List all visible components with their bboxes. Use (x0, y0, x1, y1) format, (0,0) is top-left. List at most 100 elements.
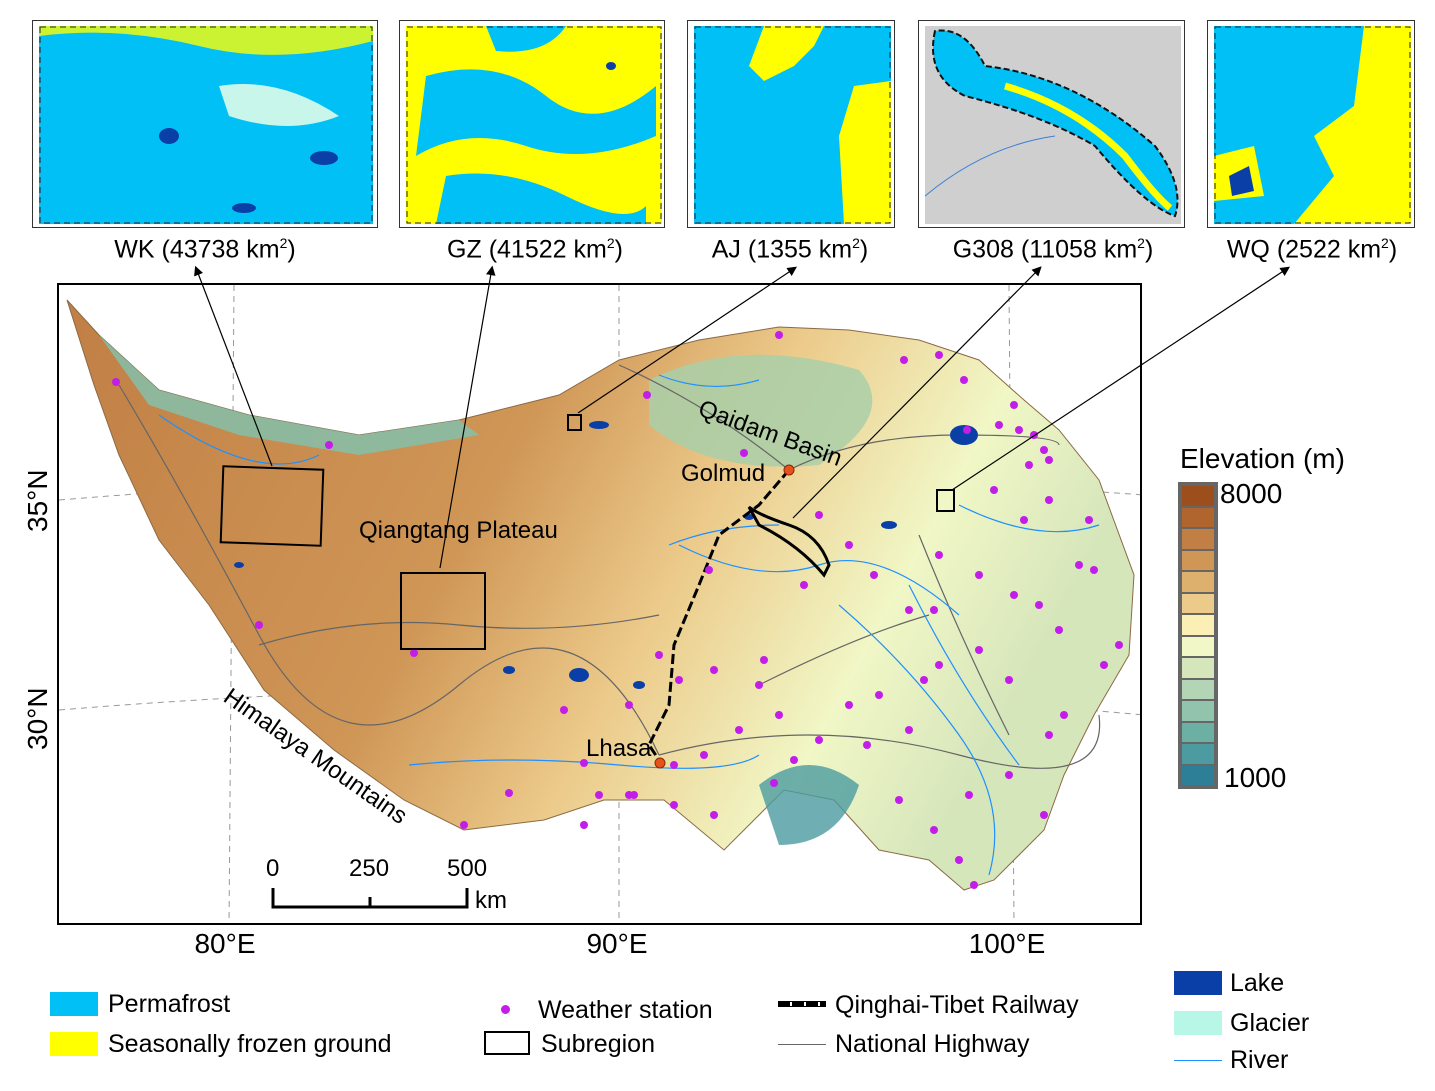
weather-station (975, 646, 983, 654)
plateau-map (59, 285, 1140, 923)
inset-g308-map (925, 26, 1181, 224)
highway-icon (778, 1044, 826, 1045)
weather-station (1045, 731, 1053, 739)
permafrost-label: Permafrost (108, 990, 231, 1018)
label-lhasa: Lhasa (586, 735, 652, 762)
weather-station-label: Weather station (538, 996, 713, 1024)
lon-label-100e: 100°E (968, 928, 1046, 959)
elevation-colorbar (1178, 482, 1218, 789)
label-qiangtang: Qiangtang Plateau (359, 517, 558, 544)
weather-station (595, 791, 603, 799)
elevation-swatch (1182, 744, 1214, 764)
seasonal-swatch (50, 1032, 98, 1056)
weather-station (935, 551, 943, 559)
weather-station (1075, 561, 1083, 569)
weather-station (560, 706, 568, 714)
weather-station-icon (501, 1005, 510, 1014)
weather-station (710, 811, 718, 819)
weather-station (1115, 641, 1123, 649)
inset-g308 (918, 20, 1185, 228)
weather-station (255, 621, 263, 629)
weather-station (1030, 431, 1038, 439)
weather-station (815, 736, 823, 744)
weather-station (1010, 591, 1018, 599)
river-label: River (1230, 1046, 1289, 1074)
weather-station (675, 676, 683, 684)
subregion-gz (400, 572, 486, 650)
glacier-swatch (1174, 1011, 1222, 1035)
inset-aj-map (694, 26, 891, 224)
weather-station (870, 571, 878, 579)
elevation-swatch (1182, 507, 1214, 527)
g308-outline (747, 505, 831, 578)
main-map: Qaidam Basin Golmud Qiangtang Plateau Lh… (57, 283, 1142, 925)
lake (633, 681, 645, 689)
plateau-shape (66, 299, 1135, 891)
weather-station (1055, 626, 1063, 634)
weather-station (875, 691, 883, 699)
weather-station (325, 441, 333, 449)
seasonal-label: Seasonally frozen ground (108, 1030, 392, 1058)
elevation-swatch (1182, 636, 1214, 656)
weather-station (935, 661, 943, 669)
weather-station (625, 701, 633, 709)
weather-station (995, 421, 1003, 429)
weather-station (770, 779, 778, 787)
weather-station (930, 606, 938, 614)
weather-station (970, 881, 978, 889)
weather-station (930, 826, 938, 834)
label-golmud: Golmud (681, 460, 766, 487)
weather-station (1045, 496, 1053, 504)
elevation-swatch (1182, 572, 1214, 592)
weather-station (505, 789, 513, 797)
weather-station (1035, 601, 1043, 609)
weather-station (775, 711, 783, 719)
river-icon (1174, 1060, 1222, 1061)
river (908, 584, 1020, 766)
weather-station (1005, 771, 1013, 779)
railway-label: Qinghai-Tibet Railway (835, 991, 1079, 1019)
elevation-swatch (1182, 679, 1214, 699)
weather-station (1090, 566, 1098, 574)
national-highway (658, 714, 1101, 769)
national-highway (758, 614, 930, 686)
lake (589, 421, 609, 429)
subregion-label: Subregion (541, 1030, 655, 1058)
subregion-swatch (484, 1031, 530, 1055)
scale-unit: km (475, 887, 507, 914)
elevation-legend-title: Elevation (m) (1180, 443, 1345, 474)
weather-station (1045, 456, 1053, 464)
elevation-min: 1000 (1224, 762, 1287, 793)
southeast-valley (759, 765, 859, 845)
national-highway (918, 534, 1010, 736)
lake (234, 562, 244, 568)
inset-label-gz: GZ (41522 km2) (447, 235, 623, 264)
railway-icon (778, 1001, 826, 1007)
river (838, 604, 996, 876)
river (678, 544, 960, 616)
weather-station (755, 681, 763, 689)
weather-station (863, 741, 871, 749)
inset-wk-map (39, 26, 373, 224)
elevation-swatch (1182, 615, 1214, 635)
weather-station (960, 376, 968, 384)
weather-station (1040, 811, 1048, 819)
inset-label-g308: G308 (11058 km2) (952, 235, 1154, 264)
weather-station (112, 378, 120, 386)
weather-station (705, 566, 713, 574)
lat-label-30n: 30°N (22, 687, 53, 750)
lon-label-80e: 80°E (194, 928, 256, 959)
highway-label: National Highway (835, 1030, 1030, 1058)
weather-station (963, 426, 971, 434)
scale-tick-0: 0 (266, 855, 280, 882)
weather-station (815, 511, 823, 519)
lat-label-35n: 35°N (22, 469, 53, 532)
lake (503, 666, 515, 674)
glacier-label: Glacier (1230, 1009, 1310, 1037)
weather-station (1085, 516, 1093, 524)
weather-station (900, 356, 908, 364)
elevation-max: 8000 (1220, 478, 1283, 509)
northern-glacier-band (99, 335, 479, 455)
weather-station (760, 656, 768, 664)
weather-station (655, 651, 663, 659)
